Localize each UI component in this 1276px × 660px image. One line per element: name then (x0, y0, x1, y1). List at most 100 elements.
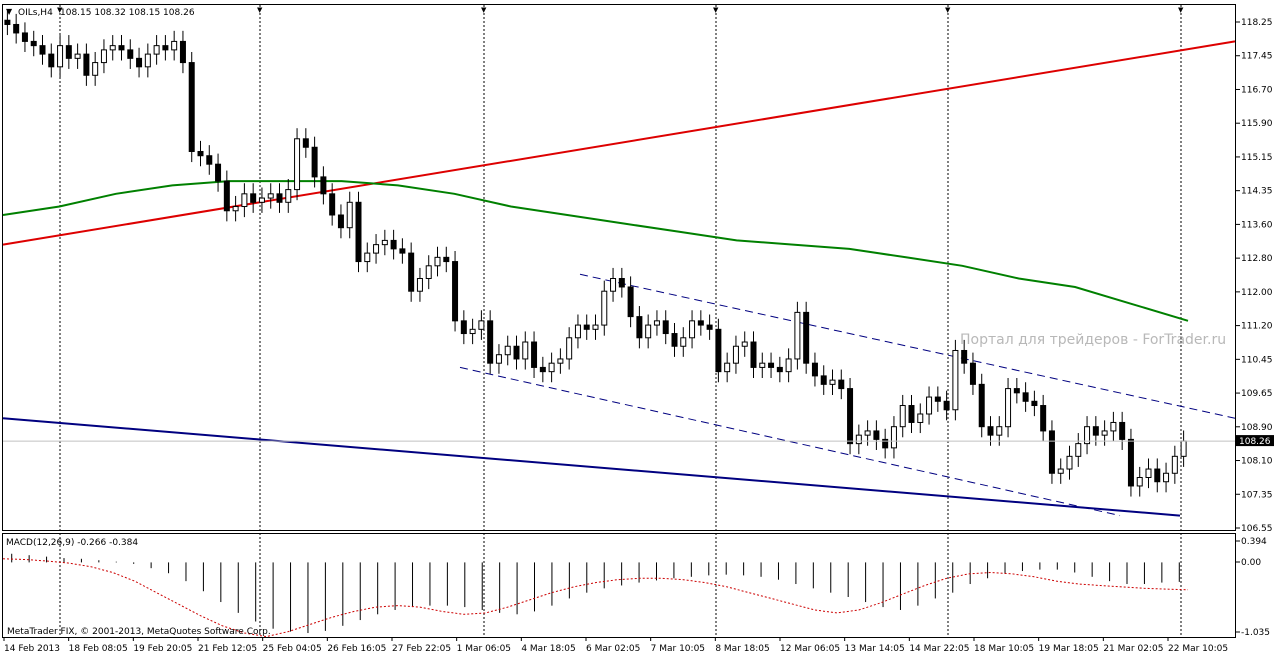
candle-body (390, 239, 397, 250)
candle-body (548, 362, 555, 373)
candle-body (162, 45, 169, 51)
candle-body (21, 32, 28, 42)
candle-body (557, 358, 564, 364)
candle-body (346, 201, 353, 229)
candle-body (197, 150, 204, 157)
candle-body (741, 341, 748, 347)
time-axis: 14 Feb 2013 18 Feb 08:05 19 Feb 20:05 21 Fe… (3, 637, 1228, 654)
candle-body (92, 62, 99, 76)
candle-body (373, 244, 380, 254)
time-tick-label: 8 Mar 18:05 (715, 644, 769, 654)
indicator-lines (2, 40, 1236, 517)
time-tick-label: 13 Mar 14:05 (845, 644, 905, 654)
price-tick-label: 112.00 (1241, 288, 1273, 298)
candle-body (522, 341, 529, 360)
time-tick-label: 19 Mar 18:05 (1039, 644, 1099, 654)
price-tick-label: 115.90 (1241, 119, 1273, 129)
time-tick-label: 6 Mar 02:05 (586, 644, 640, 654)
watermark-text: Портал для трейдеров - ForTrader.ru (960, 332, 1226, 348)
candle-body (653, 320, 660, 326)
candle-body (408, 252, 415, 292)
candle-body (838, 379, 845, 390)
candle-body (215, 163, 222, 182)
candle-body (1092, 426, 1099, 436)
time-tick-label: 4 Mar 18:05 (521, 644, 575, 654)
candle-body (48, 53, 55, 68)
candle-body (636, 316, 643, 339)
time-tick-label: 21 Feb 12:05 (198, 644, 257, 654)
candle-body (294, 138, 301, 191)
candle-body (776, 366, 783, 373)
candle-body (671, 333, 678, 347)
candle-body (592, 324, 599, 330)
candle-body (487, 320, 494, 364)
time-tick-label: 14 Mar 22:05 (909, 644, 969, 654)
candle-body (258, 197, 265, 203)
candle-body (83, 53, 90, 76)
candle-body (1005, 388, 1012, 428)
time-tick-label: 12 Mar 06:05 (780, 644, 840, 654)
candle-body (1075, 443, 1082, 457)
candle-body (1171, 455, 1178, 474)
chart-ohlc-label: 108.15 108.32 108.15 108.26 (60, 8, 195, 18)
price-tick-label: 108.10 (1241, 457, 1273, 467)
candle-body (416, 278, 423, 292)
candle-body (241, 193, 248, 208)
time-tick-label: 19 Feb 20:05 (133, 644, 192, 654)
channel-upper-line (579, 273, 1236, 419)
candle-body (267, 193, 274, 199)
candle-body (794, 311, 801, 360)
candle-body (1119, 421, 1126, 440)
candle-body (715, 328, 722, 373)
candle-body (118, 45, 125, 51)
candle-body (1154, 468, 1161, 483)
candle-body (583, 324, 590, 330)
candle-body (460, 320, 467, 335)
period-separator-arrow-icon: ▼ (57, 6, 63, 14)
candle-body (574, 324, 581, 339)
macd-signal-line (2, 558, 1189, 638)
candle-body (74, 53, 81, 59)
candle-body (662, 320, 669, 335)
price-tick-label: 114.35 (1241, 187, 1273, 197)
candle-body (57, 45, 64, 68)
candle-body (337, 214, 344, 229)
candle-body (680, 337, 687, 347)
candle-body (1066, 455, 1073, 470)
candle-body (364, 252, 371, 263)
price-axis: 118.25 117.45 116.70 115.90 115.15 114.35 113.… (1236, 18, 1273, 534)
candle-body (250, 193, 257, 203)
candle-body (223, 180, 230, 212)
time-tick-label: 18 Mar 10:05 (974, 644, 1034, 654)
candle-body (926, 396, 933, 415)
candle-body (899, 405, 906, 428)
candle-body (724, 362, 731, 373)
candle-body (785, 358, 792, 373)
candle-body (618, 278, 625, 288)
price-tick-label: 112.80 (1241, 254, 1273, 264)
time-tick-label: 26 Feb 16:05 (327, 644, 386, 654)
macd-histogram (2, 553, 1189, 638)
candle-body (732, 345, 739, 364)
candle-body (136, 57, 143, 68)
candle-body (179, 40, 186, 64)
candle-body (399, 248, 406, 254)
candle-body (478, 320, 485, 330)
candle-body (285, 189, 292, 203)
candle-body (531, 341, 538, 368)
macd-tick-label: 0.394 (1241, 537, 1267, 547)
candle-body (1031, 400, 1038, 407)
candle-body (513, 345, 520, 360)
candle-body (697, 320, 704, 326)
candle-body (610, 278, 617, 292)
candle-body (917, 413, 924, 423)
candle-body (144, 53, 151, 68)
candle-body (153, 45, 160, 55)
macd-title: MACD(12,26,9) -0.266 -0.384 (6, 538, 138, 548)
candle-body (13, 23, 20, 34)
candle-body (855, 434, 862, 445)
period-separators: ▼ ▼ ▼ ▼ ▼ ▼ (57, 5, 1184, 637)
time-tick-label: 18 Feb 08:05 (69, 644, 128, 654)
